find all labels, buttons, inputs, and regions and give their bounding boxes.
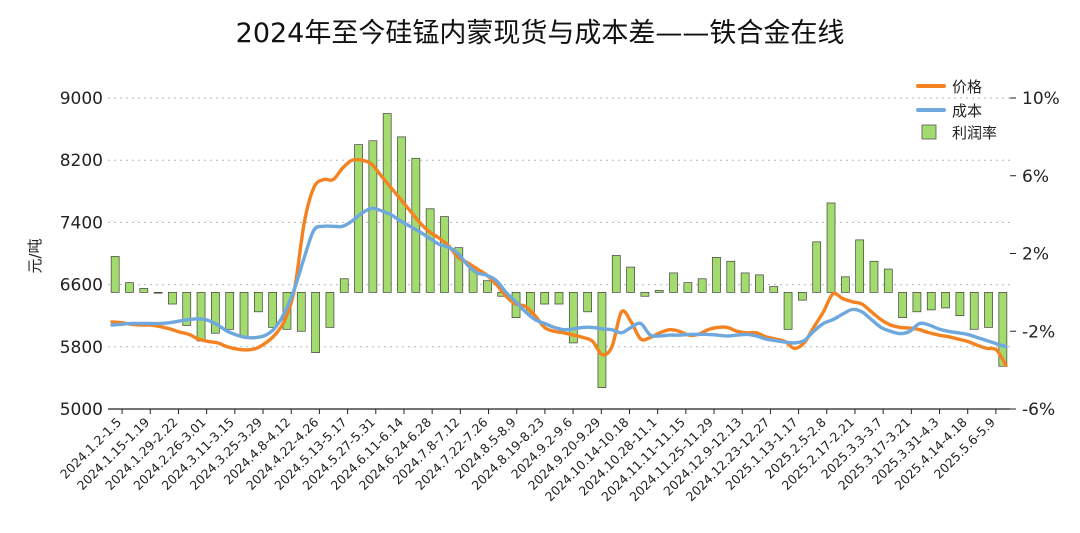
profit-bar bbox=[168, 292, 177, 305]
legend: 价格 成本 利润率 bbox=[916, 78, 997, 142]
profit-bar bbox=[969, 292, 979, 330]
profit-bar bbox=[726, 260, 736, 293]
profit-bar bbox=[382, 113, 392, 293]
profit-bar bbox=[798, 292, 807, 301]
profit-bar bbox=[712, 257, 721, 293]
legend-cost-label: 成本 bbox=[952, 102, 982, 120]
profit-bar bbox=[898, 292, 907, 318]
profit-bar bbox=[697, 278, 707, 293]
profit-bar bbox=[568, 292, 578, 344]
profit-bar bbox=[526, 292, 535, 315]
profit-bar bbox=[812, 241, 822, 293]
line-layer bbox=[110, 157, 1008, 368]
profit-bar bbox=[783, 292, 793, 330]
profit-bar bbox=[926, 292, 936, 311]
y2-tick-label: -2% bbox=[1022, 322, 1055, 342]
profit-bar bbox=[912, 292, 922, 313]
y-tick-label: 8200 bbox=[60, 151, 103, 171]
profit-bar bbox=[397, 136, 406, 293]
legend-profit-swatch bbox=[921, 124, 937, 140]
profit-bar bbox=[597, 292, 607, 388]
profit-bar bbox=[955, 292, 965, 317]
profit-bar bbox=[296, 292, 306, 332]
y2-tick-label: 10% bbox=[1022, 89, 1060, 109]
profit-bar bbox=[826, 202, 836, 293]
y-axis-label: 元/吨 bbox=[26, 238, 44, 273]
profit-bar bbox=[440, 216, 449, 293]
y-tick-label: 5800 bbox=[60, 338, 103, 358]
legend-profit-label: 利润率 bbox=[952, 124, 997, 142]
profit-bar bbox=[540, 292, 550, 305]
y2-tick-label: 2% bbox=[1022, 245, 1049, 265]
profit-bar bbox=[139, 288, 149, 293]
profit-bar bbox=[182, 292, 192, 326]
profit-bar bbox=[640, 292, 650, 297]
profit-bar bbox=[669, 272, 678, 293]
profit-bar bbox=[998, 292, 1008, 367]
profit-bar bbox=[611, 255, 621, 293]
chart-title: 2024年至今硅锰内蒙现货与成本差——铁合金在线 bbox=[236, 18, 845, 49]
y-tick-label: 9000 bbox=[60, 89, 103, 109]
profit-bar bbox=[110, 256, 120, 293]
profit-bar bbox=[869, 260, 879, 293]
profit-bar bbox=[311, 292, 320, 353]
profit-bar bbox=[454, 247, 464, 293]
profit-bar bbox=[883, 268, 893, 293]
y2-tick-label: 6% bbox=[1022, 167, 1049, 187]
bar-layer bbox=[110, 113, 1008, 388]
profit-bar bbox=[626, 266, 635, 293]
profit-bar bbox=[239, 292, 249, 338]
profit-bar bbox=[196, 292, 206, 342]
cost-line bbox=[110, 206, 1008, 349]
profit-bar bbox=[583, 292, 592, 313]
profit-bar bbox=[654, 290, 664, 293]
y-tick-label: 6600 bbox=[60, 276, 103, 296]
profit-bar bbox=[941, 292, 950, 309]
profit-bar bbox=[268, 292, 278, 328]
profit-bar bbox=[411, 157, 421, 293]
y-tick-label: 5000 bbox=[60, 400, 103, 420]
profit-bar bbox=[740, 272, 750, 293]
profit-bar bbox=[368, 140, 378, 293]
profit-bar bbox=[339, 278, 349, 293]
profit-bar bbox=[425, 208, 435, 293]
profit-bar bbox=[984, 292, 993, 328]
profit-bar bbox=[769, 286, 779, 293]
legend-price-label: 价格 bbox=[952, 78, 982, 96]
profit-bar bbox=[153, 292, 163, 294]
price-line bbox=[110, 157, 1008, 368]
profit-bar bbox=[225, 292, 235, 330]
profit-bar bbox=[483, 280, 492, 293]
y2-tick-label: -6% bbox=[1022, 400, 1055, 420]
profit-bar bbox=[325, 292, 335, 328]
y-tick-label: 7400 bbox=[60, 213, 103, 233]
profit-bar bbox=[755, 274, 764, 293]
profit-bar bbox=[554, 292, 564, 305]
profit-bar bbox=[211, 292, 220, 334]
profit-bar bbox=[683, 282, 693, 293]
profit-bar bbox=[840, 276, 850, 293]
profit-bar bbox=[125, 282, 134, 293]
profit-bar bbox=[253, 292, 263, 313]
profit-bar bbox=[855, 239, 865, 293]
